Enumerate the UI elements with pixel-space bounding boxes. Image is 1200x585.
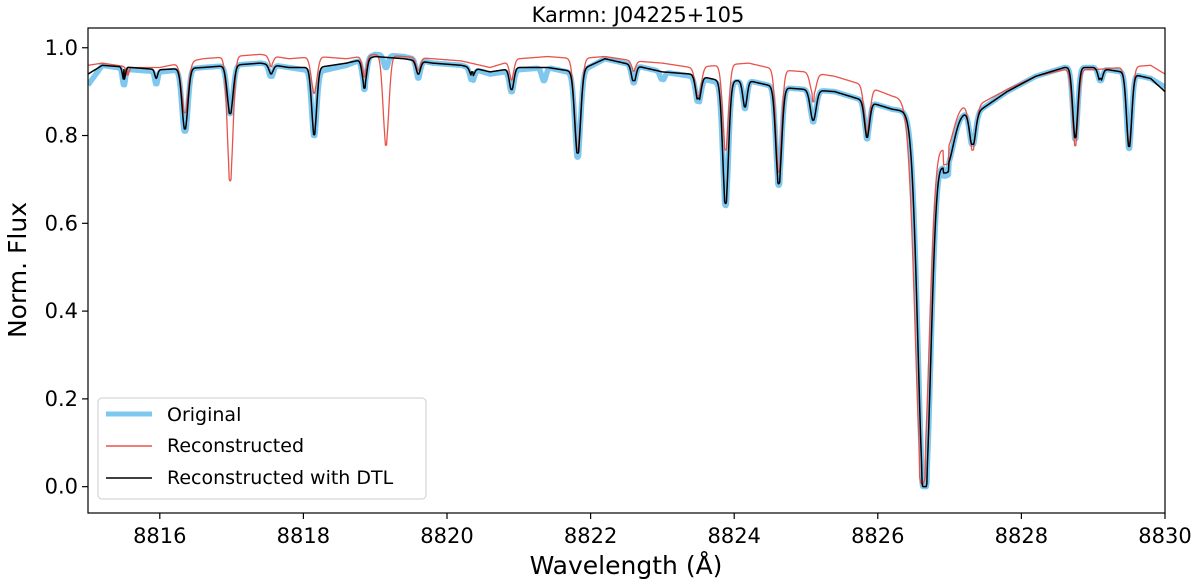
y-tick-label: 1.0: [45, 36, 78, 60]
y-tick-label: 0.6: [45, 211, 78, 235]
legend-box: [97, 397, 427, 500]
series-reconstructed: [88, 53, 1165, 486]
y-axis-label: Norm. Flux: [3, 202, 32, 338]
y-tick-label: 0.0: [45, 475, 78, 499]
x-tick-label: 8830: [1138, 524, 1191, 548]
y-tick-label: 0.2: [45, 387, 78, 411]
legend: Original Reconstructed Reconstructed wit…: [97, 397, 427, 500]
x-tick-label: 8828: [995, 524, 1048, 548]
y-tick-label: 0.4: [45, 299, 78, 323]
y-tick-label: 0.8: [45, 124, 78, 148]
x-axis-label: Wavelength (Å): [530, 551, 723, 580]
legend-label-reconstructed: Reconstructed: [167, 435, 304, 457]
plot-frame: [87, 27, 1166, 514]
legend-label-dtl: Reconstructed with DTL: [167, 467, 394, 489]
legend-label-original: Original: [167, 404, 241, 426]
y-axis: 0.0 0.2 0.4 0.6 0.8 1.0: [45, 36, 88, 499]
x-tick-label: 8820: [420, 524, 473, 548]
series-reconstructed-dtl: [88, 55, 1165, 488]
series-layer: [88, 51, 1165, 490]
x-tick-label: 8826: [851, 524, 904, 548]
x-tick-label: 8816: [133, 524, 186, 548]
x-tick-label: 8818: [277, 524, 330, 548]
x-tick-label: 8824: [707, 524, 760, 548]
x-tick-label: 8822: [564, 524, 617, 548]
x-axis: 8816 8818 8820 8822 8824 8826 8828 8830: [133, 513, 1192, 548]
chart-title: Karmn: J04225+105: [532, 3, 745, 27]
